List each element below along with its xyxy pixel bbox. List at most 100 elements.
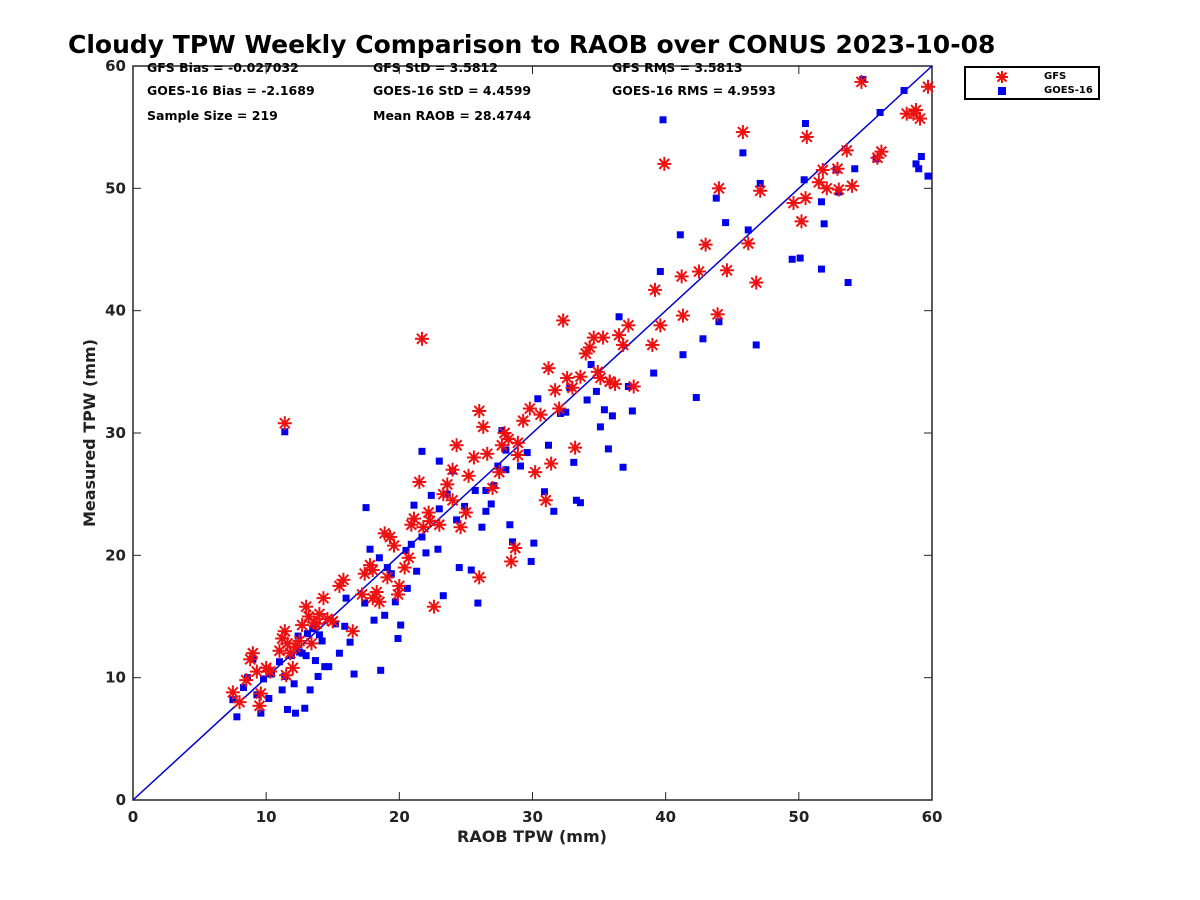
goes16-point <box>410 501 418 509</box>
goes16-point <box>715 318 723 326</box>
goes16-point <box>325 663 333 671</box>
goes16-point <box>756 179 764 187</box>
goes16-point <box>604 445 612 453</box>
goes16-point <box>455 564 463 572</box>
goes16-point <box>290 680 298 688</box>
gfs-point <box>508 540 523 555</box>
goes16-point <box>461 502 469 510</box>
gfs-point <box>674 269 689 284</box>
gfs-bias-stat: GFS Bias = -0.027032 <box>147 60 299 75</box>
goes16-point <box>346 638 354 646</box>
gfs-point <box>799 129 814 144</box>
gfs-point <box>453 520 468 535</box>
gfs-point <box>472 403 487 418</box>
x-tick-label: 40 <box>655 808 676 826</box>
gfs-point <box>560 370 575 385</box>
gfs-point <box>325 614 340 629</box>
axes <box>132 65 933 801</box>
goes16-point <box>427 491 435 499</box>
gfs-point <box>548 383 563 398</box>
goes16-point <box>474 599 482 607</box>
x-tick-label: 10 <box>256 808 277 826</box>
goes16-point <box>608 412 616 420</box>
gfs-point <box>711 181 726 196</box>
y-tick-label: 60 <box>105 57 126 75</box>
goes16-point <box>342 594 350 602</box>
goes16-point <box>467 566 475 574</box>
gfs-point <box>263 664 278 679</box>
goes16-point <box>556 409 564 417</box>
gfs-point <box>422 514 437 529</box>
goes16-point <box>294 632 302 640</box>
goes16-point <box>482 486 490 494</box>
gfs-point <box>461 468 476 483</box>
gfs-point <box>252 698 267 713</box>
gfs-point <box>538 493 553 508</box>
gfs-point <box>811 175 826 190</box>
goes16-point <box>311 657 319 665</box>
y-tick-label: 20 <box>105 546 126 564</box>
gfs-point <box>691 264 706 279</box>
x-tick-label: 60 <box>922 808 943 826</box>
gfs-point <box>913 111 928 126</box>
gfs-point <box>345 624 360 639</box>
gfs-point <box>565 380 580 395</box>
legend: GFS GOES-16 <box>964 66 1100 100</box>
gfs-point <box>504 554 519 569</box>
y-tick-label: 50 <box>105 179 126 197</box>
gfs-point <box>406 511 421 526</box>
goes16-point <box>544 441 552 449</box>
gfs-point <box>510 448 525 463</box>
gfs-point <box>645 337 660 352</box>
gfs-point <box>741 236 756 251</box>
legend-label-goes16: GOES-16 <box>1044 85 1093 96</box>
gfs-point <box>541 361 556 376</box>
goes16-point <box>260 675 268 683</box>
gfs-point <box>387 538 402 553</box>
goes16-point <box>341 622 349 630</box>
goes16-point <box>699 335 707 343</box>
chart-title: Cloudy TPW Weekly Comparison to RAOB ove… <box>68 30 996 59</box>
goes16-point <box>233 713 241 721</box>
goes16-point <box>253 691 261 699</box>
legend-item-gfs: GFS <box>966 70 1098 84</box>
goes16-point <box>478 523 486 531</box>
goes16-point <box>315 631 323 639</box>
gfs-point <box>544 456 559 471</box>
goes16-point <box>659 116 667 124</box>
gfs-point <box>466 450 481 465</box>
gfs-point <box>516 413 531 428</box>
goes16-point <box>509 538 517 546</box>
gfs-point <box>392 578 407 593</box>
gfs-point <box>510 435 525 450</box>
goes-std-stat: GOES-16 StD = 4.4599 <box>373 83 532 98</box>
goes16-point <box>851 165 859 173</box>
goes16-point <box>283 705 291 713</box>
goes16-point <box>517 462 525 470</box>
y-tick-label: 10 <box>105 669 126 687</box>
gfs-point <box>272 643 287 658</box>
goes16-point <box>788 255 796 263</box>
goes16-point <box>407 540 415 548</box>
gfs-point <box>476 419 491 434</box>
data-points <box>225 74 936 721</box>
goes16-point <box>596 423 604 431</box>
gfs-point <box>621 318 636 333</box>
gfs-point <box>414 331 429 346</box>
goes16-point <box>523 449 531 457</box>
gfs-point <box>372 594 387 609</box>
mean-raob-stat: Mean RAOB = 28.4744 <box>373 108 532 123</box>
gfs-point <box>426 599 441 614</box>
goes16-point <box>615 313 623 321</box>
goes16-point <box>592 387 600 395</box>
goes16-point <box>562 408 570 416</box>
gfs-point <box>292 633 307 648</box>
goes16-point <box>302 652 310 660</box>
goes16-point <box>361 599 369 607</box>
gfs-point <box>239 673 254 688</box>
goes16-point <box>587 360 595 368</box>
goes16-point <box>391 598 399 606</box>
gfs-point <box>573 369 588 384</box>
goes16-point <box>619 463 627 471</box>
goes16-point <box>278 686 286 694</box>
